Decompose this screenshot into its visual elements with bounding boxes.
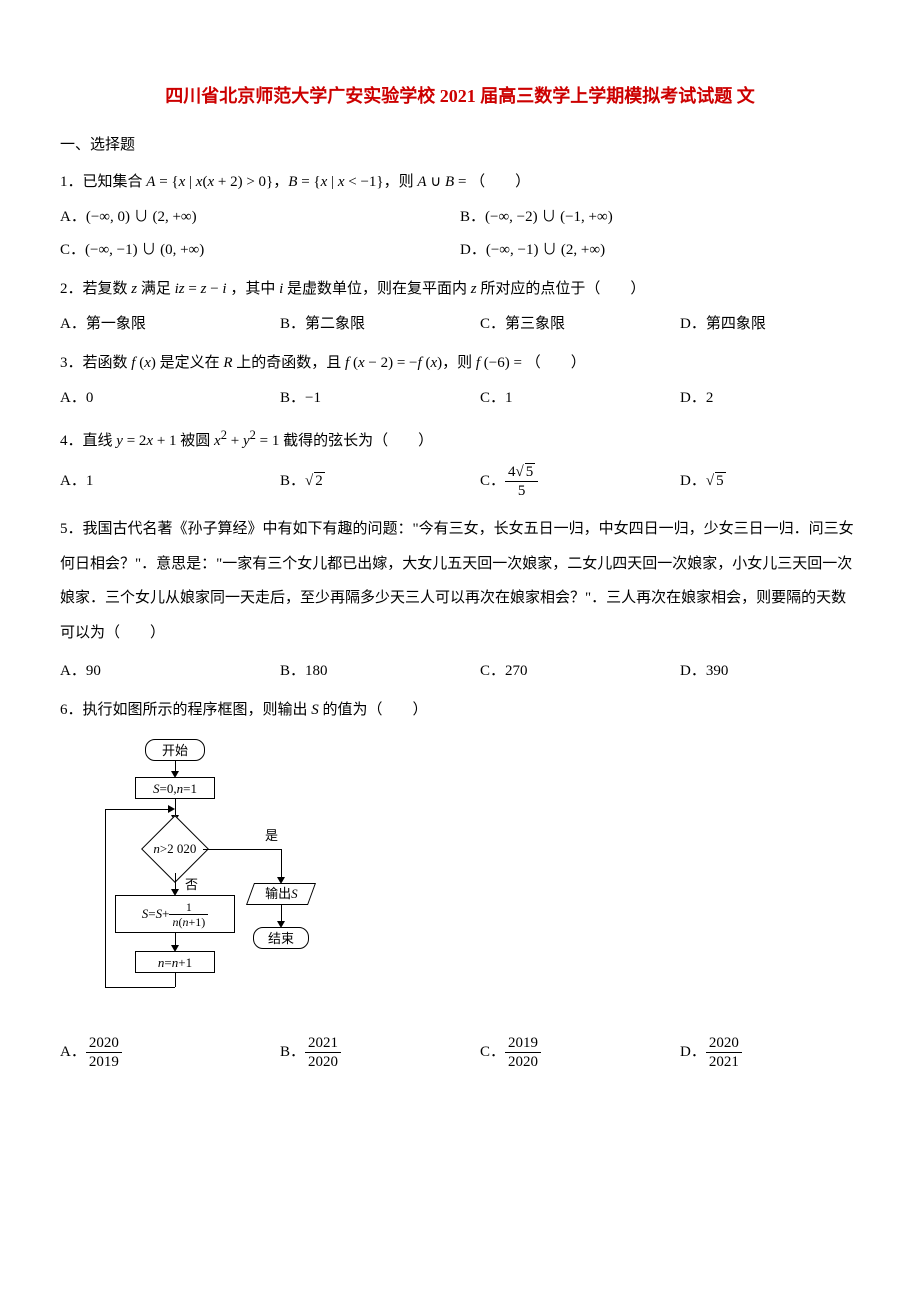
document-title: 四川省北京师范大学广安实验学校 2021 届高三数学上学期模拟考试试题 文 (60, 80, 860, 112)
q6-text: 6．执行如图所示的程序框图，则输出 S 的值为（ ） (60, 697, 860, 724)
q3-optC: C．1 (480, 385, 680, 412)
q4-optA: A．1 (60, 468, 280, 495)
q2-optA: A．第一象限 (60, 311, 280, 338)
q3-optA: A．0 (60, 385, 280, 412)
q1-optD: D．(−∞, −1) ∪ (2, +∞) (460, 237, 860, 264)
q4-optC: C．4√55 (480, 463, 680, 500)
q3-optD: D．2 (680, 385, 830, 412)
q5-text: 5．我国古代名著《孙子算经》中有如下有趣的问题："今有三女，长女五日一归，中女四… (60, 512, 860, 650)
q6-optC: C．20192020 (480, 1034, 680, 1071)
q5-optD: D．390 (680, 658, 830, 685)
fc-init: S=0, n=1 (135, 777, 215, 799)
question-6: 6．执行如图所示的程序框图，则输出 S 的值为（ ） 开始 S=0, n=1 n… (60, 697, 860, 1071)
q2-optC: C．第三象限 (480, 311, 680, 338)
section-header: 一、选择题 (60, 132, 860, 159)
q6-optD: D．20202021 (680, 1034, 830, 1071)
fc-output: 输出S (246, 883, 316, 905)
q4-optD: D．√5 (680, 468, 830, 495)
fc-update-s: S=S+1n(n+1) (115, 895, 235, 933)
q2-text: 2．若复数 z 满足 iz = z − i ，其中 i 是虚数单位，则在复平面内… (60, 276, 860, 303)
q1-prefix: 1．已知集合 (60, 174, 146, 190)
fc-update-n: n=n+1 (135, 951, 215, 973)
q3-text: 3．若函数 f (x) 是定义在 R 上的奇函数，且 f (x − 2) = −… (60, 350, 860, 377)
q3-optB: B．−1 (280, 385, 480, 412)
q2-optB: B．第二象限 (280, 311, 480, 338)
flowchart-diagram: 开始 S=0, n=1 n>2 020 是 输出S 结束 否 S=S+1n(n+… (105, 739, 365, 1019)
question-1: 1．已知集合 A = {x | x(x + 2) > 0}，B = {x | x… (60, 169, 860, 264)
question-3: 3．若函数 f (x) 是定义在 R 上的奇函数，且 f (x − 2) = −… (60, 350, 860, 412)
fc-end: 结束 (253, 927, 309, 949)
q6-optA: A．20202019 (60, 1034, 280, 1071)
q4-optB: B．√2 (280, 468, 480, 495)
q1-optA: A．(−∞, 0) ∪ (2, +∞) (60, 204, 460, 231)
fc-start: 开始 (145, 739, 205, 761)
question-5: 5．我国古代名著《孙子算经》中有如下有趣的问题："今有三女，长女五日一归，中女四… (60, 512, 860, 685)
q1-suffix: ，则 A ∪ B = （ ） (384, 174, 531, 190)
q5-optB: B．180 (280, 658, 480, 685)
q2-optD: D．第四象限 (680, 311, 830, 338)
fc-yes-label: 是 (265, 824, 278, 847)
q4-text: 4．直线 y = 2x + 1 被圆 x2 + y2 = 1 截得的弦长为（ ） (60, 424, 860, 455)
question-2: 2．若复数 z 满足 iz = z − i ，其中 i 是虚数单位，则在复平面内… (60, 276, 860, 338)
fc-no-label: 否 (185, 873, 198, 896)
q1-setA: A = {x | x(x + 2) > 0} (146, 174, 273, 190)
q1-optC: C．(−∞, −1) ∪ (0, +∞) (60, 237, 460, 264)
q1-optB: B．(−∞, −2) ∪ (−1, +∞) (460, 204, 860, 231)
q5-optA: A．90 (60, 658, 280, 685)
question-4: 4．直线 y = 2x + 1 被圆 x2 + y2 = 1 截得的弦长为（ ）… (60, 424, 860, 500)
q5-optC: C．270 (480, 658, 680, 685)
q6-optB: B．20212020 (280, 1034, 480, 1071)
q1-text: 1．已知集合 A = {x | x(x + 2) > 0}，B = {x | x… (60, 169, 860, 196)
q1-setB: B = {x | x < −1} (288, 174, 383, 190)
